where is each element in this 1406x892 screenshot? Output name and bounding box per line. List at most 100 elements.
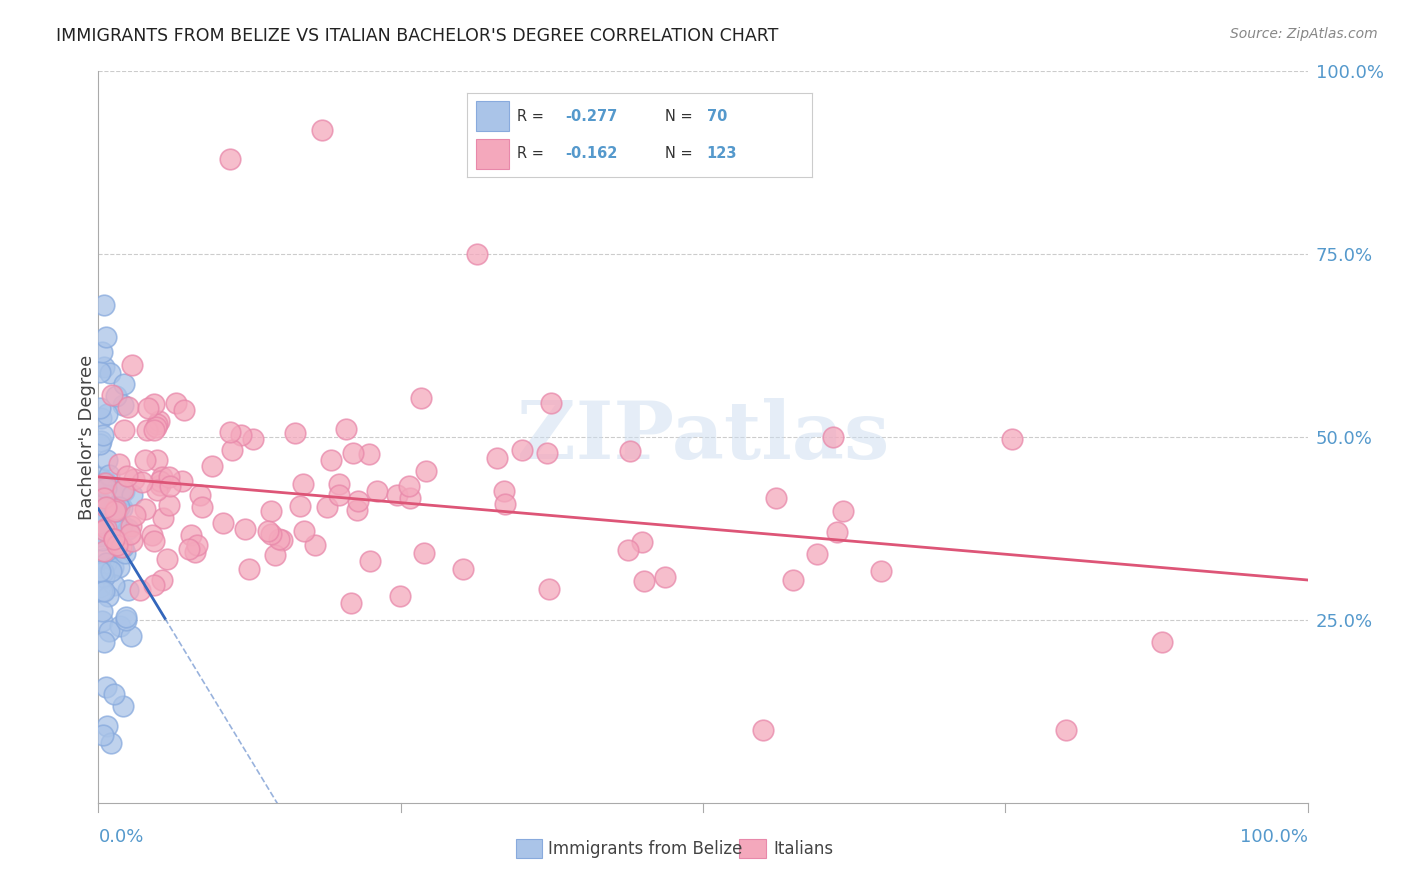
Point — [146, 483, 169, 497]
Point — [94, 500, 117, 515]
Point — [631, 535, 654, 549]
Point — [412, 545, 434, 559]
Point — [120, 519, 142, 533]
Point — [451, 562, 474, 576]
Point — [242, 432, 264, 446]
Point — [409, 392, 432, 406]
Point — [111, 398, 134, 412]
Point — [104, 535, 127, 549]
Point — [97, 589, 120, 603]
Point — [93, 514, 115, 528]
Point — [110, 483, 132, 498]
Point — [94, 481, 117, 495]
Point — [93, 298, 115, 312]
Text: 100.0%: 100.0% — [1240, 829, 1308, 847]
Point — [90, 476, 112, 491]
Point — [827, 524, 849, 539]
Point — [219, 152, 242, 166]
Point — [115, 613, 138, 627]
Point — [328, 488, 350, 502]
Point — [89, 564, 111, 578]
Point — [537, 582, 560, 596]
Point — [108, 560, 131, 574]
Point — [270, 533, 292, 547]
Point — [148, 414, 170, 428]
Point — [141, 527, 163, 541]
Point — [96, 521, 118, 535]
Point — [117, 582, 139, 597]
Point — [103, 532, 125, 546]
Point — [765, 491, 787, 506]
Point — [180, 528, 202, 542]
Point — [782, 573, 804, 587]
Point — [111, 483, 134, 498]
Point — [112, 540, 135, 554]
Point — [290, 500, 312, 514]
Point — [104, 501, 127, 516]
Point — [494, 497, 516, 511]
Point — [117, 469, 139, 483]
Point — [89, 580, 111, 594]
Point — [143, 533, 166, 548]
Point — [291, 476, 314, 491]
Point — [188, 488, 211, 502]
Point — [103, 687, 125, 701]
Point — [157, 499, 180, 513]
Point — [359, 554, 381, 568]
Point — [100, 565, 122, 579]
Point — [146, 452, 169, 467]
Point — [346, 503, 368, 517]
Point — [96, 407, 118, 421]
Point — [100, 735, 122, 749]
Point — [339, 596, 361, 610]
Point — [260, 526, 283, 541]
Point — [388, 589, 411, 603]
Point — [91, 533, 114, 548]
Point — [96, 681, 118, 695]
Point — [159, 479, 181, 493]
Point — [335, 422, 357, 436]
Point — [143, 577, 166, 591]
Point — [633, 574, 655, 588]
Point — [129, 583, 152, 598]
Point — [94, 475, 117, 490]
Point — [108, 500, 131, 514]
Point — [536, 446, 558, 460]
Point — [617, 542, 640, 557]
Point — [105, 538, 128, 552]
Point — [100, 388, 122, 402]
Point — [184, 545, 207, 559]
Point — [465, 247, 488, 261]
FancyBboxPatch shape — [740, 839, 766, 858]
Point — [284, 426, 307, 441]
Point — [91, 345, 114, 359]
Point — [492, 484, 515, 499]
Text: IMMIGRANTS FROM BELIZE VS ITALIAN BACHELOR'S DEGREE CORRELATION CHART: IMMIGRANTS FROM BELIZE VS ITALIAN BACHEL… — [56, 27, 779, 45]
Point — [120, 527, 142, 541]
Point — [150, 573, 173, 587]
Text: Source: ZipAtlas.com: Source: ZipAtlas.com — [1230, 27, 1378, 41]
Point — [267, 532, 290, 546]
Point — [93, 491, 115, 505]
Point — [398, 479, 420, 493]
Point — [89, 469, 111, 483]
Point — [89, 494, 111, 508]
Point — [191, 500, 214, 514]
Point — [93, 359, 115, 374]
Point — [177, 541, 200, 556]
Point — [112, 423, 135, 437]
Point — [218, 425, 240, 439]
Point — [98, 467, 121, 482]
Point — [165, 396, 187, 410]
Point — [229, 427, 252, 442]
Point — [91, 728, 114, 742]
Point — [157, 470, 180, 484]
Point — [93, 635, 115, 649]
Point — [93, 543, 115, 558]
Point — [398, 491, 420, 506]
Point — [485, 451, 508, 466]
Point — [149, 474, 172, 488]
Point — [121, 488, 143, 502]
Point — [1152, 635, 1174, 649]
Text: 0.0%: 0.0% — [98, 829, 143, 847]
